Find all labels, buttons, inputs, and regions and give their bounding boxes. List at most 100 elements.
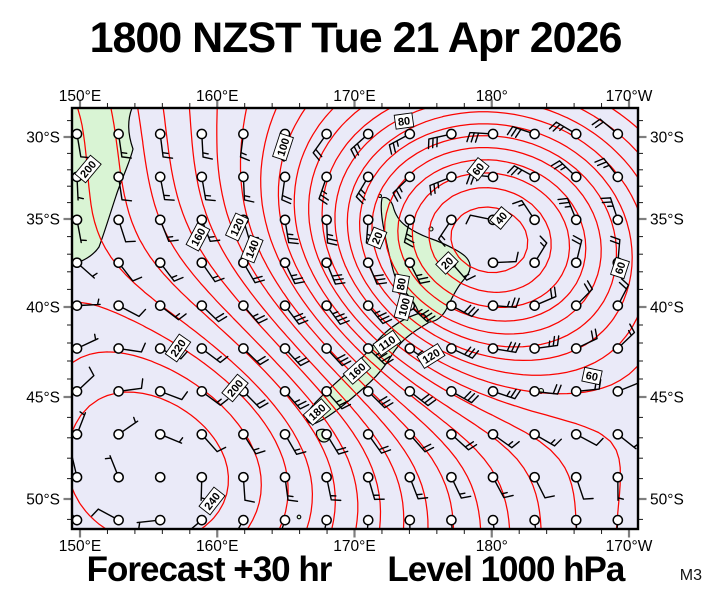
station-circle <box>196 343 208 354</box>
wind-barb <box>196 428 227 453</box>
contour-label: 60 <box>581 366 603 386</box>
barb-staff <box>312 137 325 161</box>
barb-staff <box>496 436 520 449</box>
station-circle <box>529 128 540 140</box>
barb-staff <box>538 384 562 395</box>
barb-staff <box>492 523 495 529</box>
wind-barb <box>487 297 520 311</box>
station-circle <box>238 471 249 483</box>
barb-staff <box>104 455 118 474</box>
station-circle <box>113 428 124 440</box>
barb-staff <box>412 437 435 453</box>
wind-barb <box>487 341 521 354</box>
wind-barb <box>104 455 124 483</box>
wind-barb <box>446 343 480 359</box>
station-circle <box>446 214 457 226</box>
barb-staff <box>576 480 594 500</box>
lat-label: 50°S <box>650 492 684 509</box>
station-circle <box>321 214 332 226</box>
station-circle <box>196 471 208 483</box>
barb-staff <box>454 304 479 318</box>
station-circle <box>362 257 374 269</box>
wind-barb <box>362 300 393 325</box>
wind-barb <box>321 257 346 285</box>
barb-staff <box>427 134 448 150</box>
station-circle <box>529 343 540 354</box>
station-circle <box>570 171 582 183</box>
wind-barb <box>196 343 229 364</box>
wind-barb <box>404 471 429 500</box>
lon-label: 180° <box>476 538 508 555</box>
station-circle <box>321 514 332 526</box>
barb-staff <box>494 480 514 499</box>
barb-staff <box>245 393 269 409</box>
station-circle <box>404 428 416 440</box>
barb-staff <box>496 297 520 309</box>
wind-barb <box>362 343 394 366</box>
station-circle <box>487 428 499 440</box>
station-circle <box>404 343 416 354</box>
station-circle <box>279 300 291 311</box>
barb-staff <box>318 180 330 205</box>
station-circle <box>72 343 83 354</box>
wind-barb <box>600 197 624 226</box>
barb-staff <box>571 234 583 259</box>
contour-label: 220 <box>164 333 192 363</box>
station-circle <box>404 471 416 483</box>
station-circle <box>72 386 83 397</box>
station-circle <box>154 257 166 269</box>
contour-label: 100 <box>393 292 415 322</box>
barb-staff <box>451 523 453 529</box>
barb-staff <box>204 308 228 323</box>
wind-barb <box>570 280 594 311</box>
station-circle <box>404 386 416 397</box>
wind-barb <box>113 214 136 243</box>
station-circle <box>570 214 582 226</box>
wind-barb <box>404 514 416 529</box>
station-circle <box>487 257 499 269</box>
barb-staff <box>620 323 636 347</box>
footer: Forecast +30 hr Level 1000 hPa <box>0 550 711 590</box>
contour-label: 20 <box>366 226 388 250</box>
barb-staff <box>369 266 388 285</box>
barb-staff <box>203 265 225 283</box>
wind-barb <box>612 372 638 397</box>
barb-staff <box>118 180 133 202</box>
wind-barb <box>72 366 95 397</box>
station-circle <box>196 214 208 226</box>
wind-barb <box>154 471 166 483</box>
wind-barb <box>437 214 457 247</box>
contour-label-box <box>393 292 415 322</box>
wind-barb <box>487 251 519 269</box>
wind-barb <box>321 471 342 502</box>
barb-staff <box>496 388 521 400</box>
barb-staff <box>536 235 548 260</box>
wind-barb <box>466 128 499 143</box>
contour-label-box <box>372 329 402 357</box>
wind-barb <box>238 428 266 455</box>
barb-staff <box>453 265 476 281</box>
wind-barb <box>237 514 249 529</box>
contour-line <box>260 108 482 529</box>
station-circle <box>570 300 582 311</box>
model-tag: M3 <box>679 567 702 584</box>
contour-label-text: 60 <box>613 261 628 276</box>
station-circle <box>570 343 582 354</box>
wind-barb <box>279 428 307 455</box>
contour-label-text: 80 <box>395 277 409 291</box>
station-circle <box>238 343 249 354</box>
wind-barb <box>529 514 540 529</box>
wind-barb <box>362 471 385 501</box>
station-circle <box>113 171 124 183</box>
station-circle <box>279 214 291 226</box>
contour-line <box>397 159 587 322</box>
barb-staff <box>392 179 408 202</box>
barb-staff <box>118 137 132 159</box>
lat-label: 35°S <box>650 212 684 229</box>
wind-barb <box>238 471 255 503</box>
station-circle <box>446 514 457 526</box>
wind-barb <box>591 118 624 140</box>
station-circle <box>154 471 166 483</box>
barb-staff <box>285 223 299 245</box>
wind-barb <box>355 171 374 205</box>
